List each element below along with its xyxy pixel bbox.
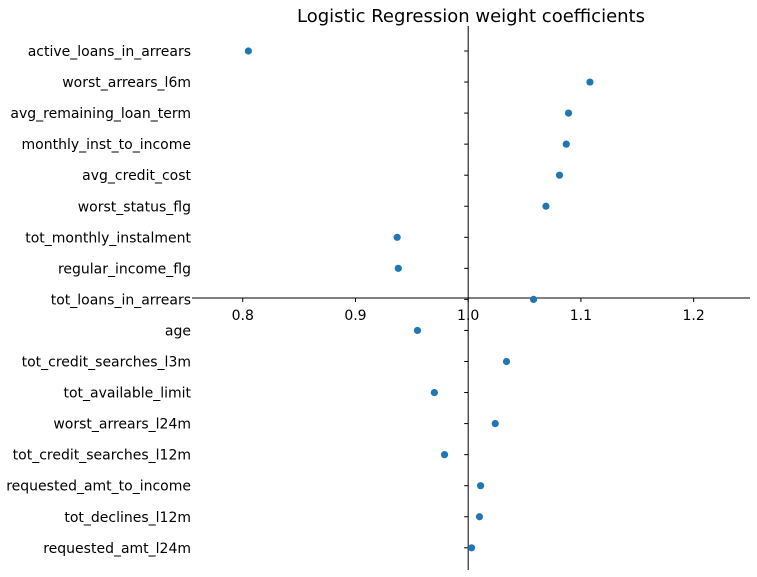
data-point <box>467 544 476 552</box>
y-tick-label: tot_declines_l12m <box>64 510 191 526</box>
x-tick-label: 1.2 <box>683 308 705 324</box>
data-point <box>430 388 438 397</box>
y-tick-label: monthly_inst_to_income <box>22 137 192 153</box>
data-point <box>476 482 485 490</box>
x-ticks: 0.8 0.9 1.0 1.1 1.2 <box>232 298 705 324</box>
data-point <box>542 202 550 210</box>
data-point <box>502 357 511 366</box>
x-tick-label: 0.9 <box>344 308 366 324</box>
y-tick-label: tot_credit_searches_l12m <box>13 448 191 464</box>
y-tick-label: tot_loans_in_arrears <box>51 292 191 308</box>
y-tick-label: requested_amt_to_income <box>6 479 191 495</box>
x-tick-label: 1.0 <box>457 308 479 324</box>
data-point <box>529 295 538 303</box>
y-tick-label: requested_amt_l24m <box>43 541 191 557</box>
data-point <box>562 140 570 148</box>
chart-title: Logistic Regression weight coefficients <box>297 6 645 27</box>
y-tick-label: tot_credit_searches_l3m <box>22 355 191 371</box>
data-point <box>413 326 422 335</box>
data-point <box>555 171 564 179</box>
y-tick-label: avg_credit_cost <box>82 168 191 184</box>
points <box>244 47 594 552</box>
y-tick-label: age <box>165 323 191 339</box>
y-tick-label: active_loans_in_arrears <box>28 44 191 60</box>
y-tick-label: tot_available_limit <box>63 386 191 402</box>
y-tick-label: worst_arrears_l24m <box>53 417 191 433</box>
data-point <box>491 420 499 428</box>
y-tick-label: worst_status_flg <box>78 199 191 215</box>
data-point <box>564 109 573 117</box>
y-tick-label: avg_remaining_loan_term <box>10 106 191 122</box>
data-point <box>475 513 484 521</box>
data-point <box>586 78 594 86</box>
x-tick-label: 0.8 <box>232 308 254 324</box>
y-tick-label: tot_monthly_instalment <box>25 230 191 246</box>
data-point <box>393 233 401 241</box>
y-tick-label: worst_arrears_l6m <box>62 75 191 91</box>
y-labels: active_loans_in_arrears worst_arrears_l6m… <box>6 44 191 557</box>
data-point <box>394 264 402 272</box>
y-tick-label: regular_income_flg <box>58 261 191 277</box>
y-ticks <box>464 50 469 549</box>
data-point <box>440 451 449 459</box>
x-tick-label: 1.1 <box>570 308 592 324</box>
data-point <box>244 47 252 55</box>
